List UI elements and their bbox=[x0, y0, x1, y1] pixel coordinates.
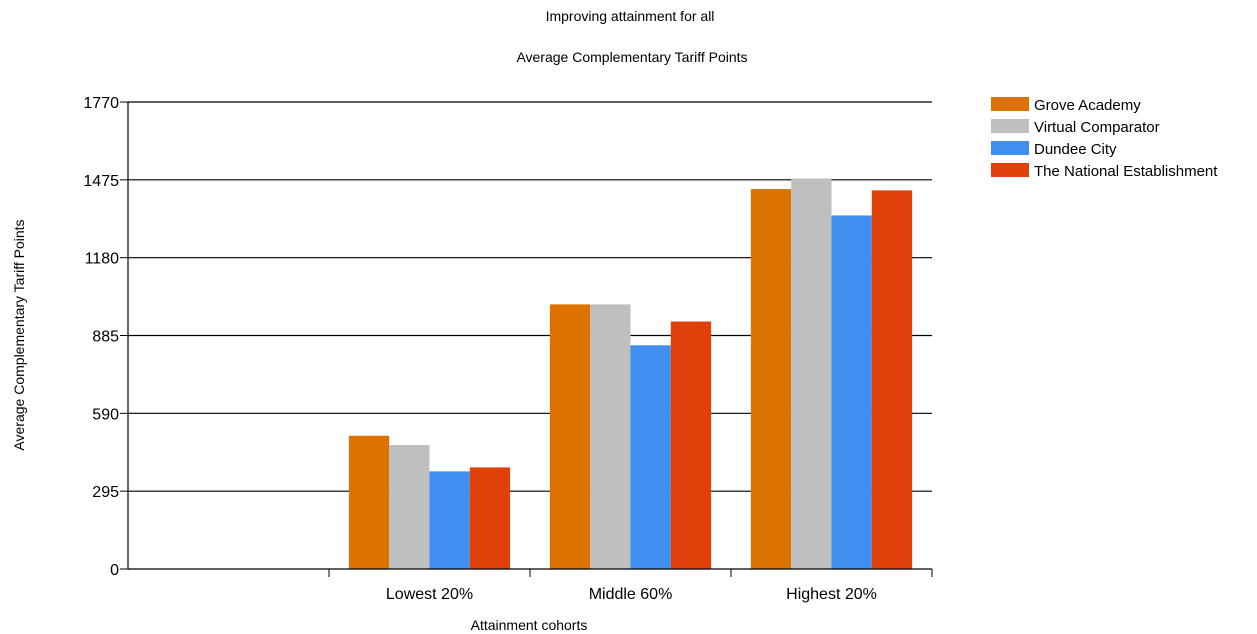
legend-swatch bbox=[991, 119, 1029, 133]
legend-swatch bbox=[991, 163, 1029, 177]
legend-label: Virtual Comparator bbox=[1034, 119, 1160, 136]
x-axis-label: Attainment cohorts bbox=[471, 617, 588, 633]
bars bbox=[348, 178, 913, 570]
y-tick-label: 1180 bbox=[85, 251, 120, 268]
legend-swatch bbox=[991, 141, 1029, 155]
x-tick-label: Highest 20% bbox=[786, 586, 877, 603]
y-tick-label: 0 bbox=[110, 562, 119, 579]
legend-label: Grove Academy bbox=[1034, 97, 1141, 114]
y-axis-label: Average Complementary Tariff Points bbox=[11, 219, 27, 450]
bar-dundee-city-1 bbox=[630, 345, 671, 569]
legend-label: The National Establishment bbox=[1034, 163, 1218, 180]
x-tick-labels: Lowest 20% Middle 60% Highest 20% bbox=[386, 586, 877, 603]
bar-dundee-city-0 bbox=[429, 471, 470, 569]
bar-grove-academy-1 bbox=[549, 304, 591, 569]
chart-subtitle: Average Complementary Tariff Points bbox=[516, 49, 747, 65]
bar-dundee-city-2 bbox=[831, 215, 872, 570]
y-tick-labels: 0 295 590 885 1180 1475 1770 bbox=[83, 95, 119, 579]
legend: Grove Academy Virtual Comparator Dundee Ci… bbox=[991, 97, 1218, 180]
x-tick-label: Middle 60% bbox=[589, 586, 673, 603]
bar-virtual-comparator-2 bbox=[791, 178, 832, 569]
chart-title: Improving attainment for all bbox=[546, 8, 715, 24]
bar-grove-academy-0 bbox=[348, 435, 390, 569]
bar-the-national-establishment-2 bbox=[871, 190, 913, 569]
bar-virtual-comparator-1 bbox=[590, 304, 631, 569]
bar-grove-academy-2 bbox=[750, 189, 792, 569]
y-tick-label: 1770 bbox=[83, 95, 119, 112]
y-tick-label: 590 bbox=[92, 406, 119, 423]
axes bbox=[127, 102, 933, 577]
legend-label: Dundee City bbox=[1034, 141, 1117, 158]
bar-the-national-establishment-0 bbox=[469, 467, 511, 569]
legend-swatch bbox=[991, 97, 1029, 111]
bar-virtual-comparator-0 bbox=[389, 444, 430, 569]
bar-the-national-establishment-1 bbox=[670, 321, 712, 569]
x-tick-label: Lowest 20% bbox=[386, 586, 473, 603]
y-tick-label: 885 bbox=[92, 329, 119, 346]
y-tick-label: 1475 bbox=[83, 173, 119, 190]
y-tick-label: 295 bbox=[92, 484, 119, 501]
